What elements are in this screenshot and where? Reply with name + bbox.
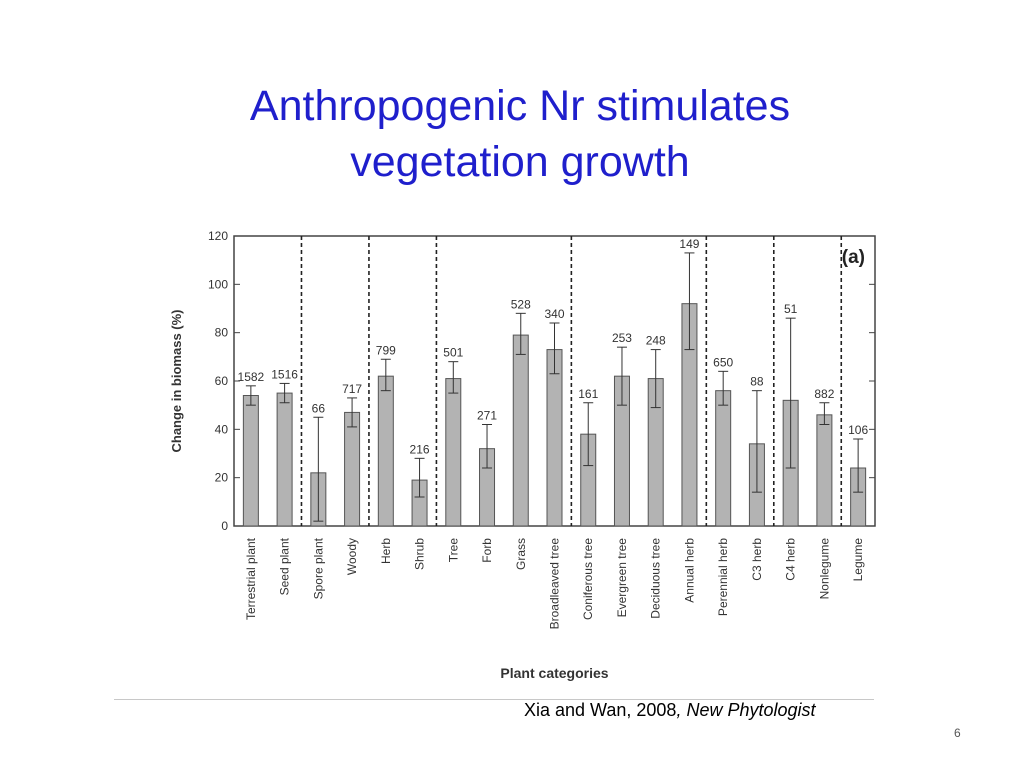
sample-size-label: 717 — [342, 382, 362, 396]
sample-size-label: 799 — [376, 343, 396, 357]
y-tick-label: 100 — [208, 277, 228, 291]
bar — [377, 375, 394, 527]
category-label: Tree — [446, 538, 460, 563]
y-tick-label: 0 — [221, 519, 228, 533]
sample-size-label: 1582 — [238, 370, 265, 384]
category-label: Perennial herb — [716, 538, 730, 616]
bar — [512, 334, 529, 527]
category-label: Broadleaved tree — [548, 538, 562, 630]
title-line-2: vegetation growth — [350, 138, 690, 186]
category-label: Seed plant — [278, 537, 292, 595]
y-tick-label: 80 — [215, 326, 229, 340]
sample-size-label: 528 — [511, 297, 531, 311]
sample-size-label: 216 — [410, 442, 430, 456]
sample-size-label: 248 — [646, 334, 666, 348]
category-label: Woody — [345, 538, 359, 575]
sample-size-label: 1516 — [271, 367, 298, 381]
citation: Xia and Wan, 2008, New Phytologist — [524, 700, 816, 721]
panel-label: (a) — [842, 247, 865, 268]
category-label: Spore plant — [311, 537, 325, 599]
sample-size-label: 650 — [713, 355, 733, 369]
category-label: Grass — [514, 538, 528, 570]
sample-size-label: 271 — [477, 409, 497, 423]
sample-size-label: 88 — [750, 375, 764, 389]
sample-size-label: 882 — [814, 387, 834, 401]
sample-size-label: 66 — [312, 401, 326, 415]
sample-size-label: 501 — [443, 346, 463, 360]
sample-size-label: 149 — [679, 237, 699, 251]
bar — [344, 411, 361, 527]
category-label: Forb — [480, 538, 494, 563]
citation-journal: , New Phytologist — [676, 700, 816, 720]
sample-size-label: 51 — [784, 302, 798, 316]
slide-title: Anthropogenic Nr stimulates vegetation g… — [0, 78, 1024, 190]
page-number: 6 — [954, 726, 961, 740]
y-tick-label: 60 — [215, 374, 229, 388]
category-label: Terrestrial plant — [244, 537, 258, 620]
category-label: Herb — [379, 538, 393, 564]
category-label: Coniferous tree — [581, 538, 595, 620]
category-label: Deciduous tree — [649, 538, 663, 619]
y-tick-label: 120 — [208, 229, 228, 243]
bar — [242, 395, 259, 527]
divider-line — [114, 699, 874, 700]
bar — [715, 390, 732, 527]
y-axis-title: Change in biomass (%) — [169, 309, 184, 452]
sample-size-label: 161 — [578, 387, 598, 401]
category-label: C4 herb — [784, 538, 798, 581]
x-axis-title: Plant categories — [500, 665, 608, 681]
sample-size-label: 106 — [848, 423, 868, 437]
bar — [276, 392, 293, 527]
sample-size-label: 340 — [544, 307, 564, 321]
category-label: C3 herb — [750, 538, 764, 581]
citation-authors: Xia and Wan, 2008 — [524, 700, 677, 720]
y-tick-label: 40 — [215, 422, 229, 436]
category-label: Nonlegume — [817, 538, 831, 600]
category-label: Evergreen tree — [615, 538, 629, 618]
category-label: Shrub — [413, 538, 427, 570]
bar — [816, 414, 833, 527]
category-label: Legume — [851, 538, 865, 582]
bar — [445, 378, 462, 527]
category-label: Annual herb — [682, 538, 696, 603]
title-line-1: Anthropogenic Nr stimulates — [249, 82, 791, 130]
y-tick-label: 20 — [215, 471, 229, 485]
bar — [546, 349, 563, 527]
sample-size-label: 253 — [612, 331, 632, 345]
